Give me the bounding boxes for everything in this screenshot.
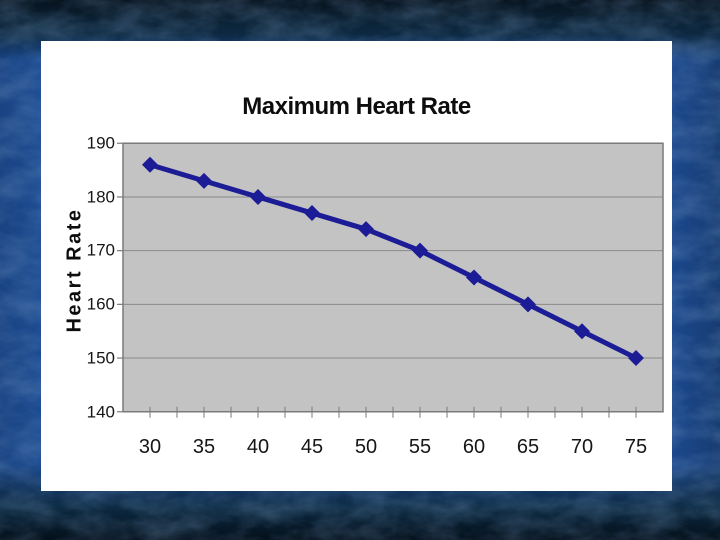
x-tick-label: 75 [624, 436, 648, 458]
x-tick-label: 40 [246, 436, 270, 458]
chart-card: Maximum Heart Rate Heart Rate 140 150 160 1… [41, 41, 672, 491]
y-tick-label: 170 [86, 240, 115, 260]
y-tick-label: 160 [86, 294, 115, 314]
y-tick-label: 150 [86, 348, 115, 368]
y-axis-title: Heart Rate [63, 207, 86, 333]
x-tick-label: 65 [516, 436, 540, 458]
x-tick-label: 30 [138, 436, 162, 458]
y-tick-label: 190 [86, 133, 115, 153]
x-tick-label: 35 [192, 436, 216, 458]
x-tick-label: 50 [354, 436, 378, 458]
plot-area-svg [117, 142, 664, 418]
x-tick-label: 70 [570, 436, 594, 458]
y-tick-label: 180 [86, 187, 115, 207]
chart-title: Maximum Heart Rate [242, 93, 471, 120]
x-tick-label: 45 [300, 436, 324, 458]
x-tick-label: 55 [408, 436, 432, 458]
x-tick-label: 60 [462, 436, 486, 458]
y-tick-label: 140 [86, 402, 115, 421]
